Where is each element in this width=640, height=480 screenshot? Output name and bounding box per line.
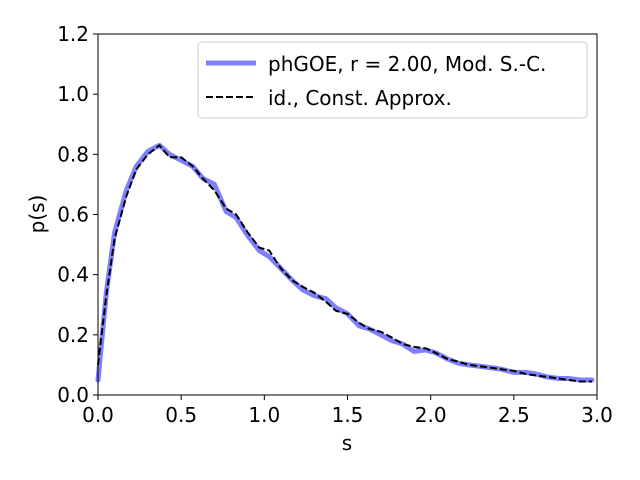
x-axis-label: s bbox=[342, 431, 352, 455]
y-tick-label: 0.6 bbox=[57, 203, 89, 227]
legend: phGOE, r = 2.00, Mod. S.-C. id., Const. … bbox=[197, 41, 588, 119]
x-tick-label: 2.0 bbox=[415, 403, 447, 427]
ticks-layer: 0.0 0.5 1.0 1.5 2.0 2.5 3.0 0.0 0.2 0.4 0.6 0.8 1.0 1… bbox=[57, 22, 613, 427]
x-tick-label: 1.0 bbox=[248, 403, 280, 427]
legend-box bbox=[197, 41, 588, 119]
series-line-const-approx bbox=[97, 144, 592, 383]
legend-label-const-approx: id., Const. Approx. bbox=[268, 86, 452, 110]
y-tick-label: 1.2 bbox=[57, 22, 89, 46]
y-tick-label: 1.0 bbox=[57, 82, 89, 106]
x-tick-label: 0.0 bbox=[82, 403, 114, 427]
x-tick-label: 2.5 bbox=[498, 403, 530, 427]
y-tick-label: 0.2 bbox=[57, 323, 89, 347]
y-axis-label: p(s) bbox=[25, 195, 49, 234]
series-layer bbox=[95, 142, 595, 383]
x-tick-label: 3.0 bbox=[581, 403, 613, 427]
y-tick-label: 0.0 bbox=[57, 383, 89, 407]
legend-label-mod-sc: phGOE, r = 2.00, Mod. S.-C. bbox=[268, 52, 546, 76]
x-tick-label: 0.5 bbox=[165, 403, 197, 427]
x-tick-label: 1.5 bbox=[332, 403, 364, 427]
y-tick-label: 0.8 bbox=[57, 142, 89, 166]
y-tick-label: 0.4 bbox=[57, 263, 89, 287]
